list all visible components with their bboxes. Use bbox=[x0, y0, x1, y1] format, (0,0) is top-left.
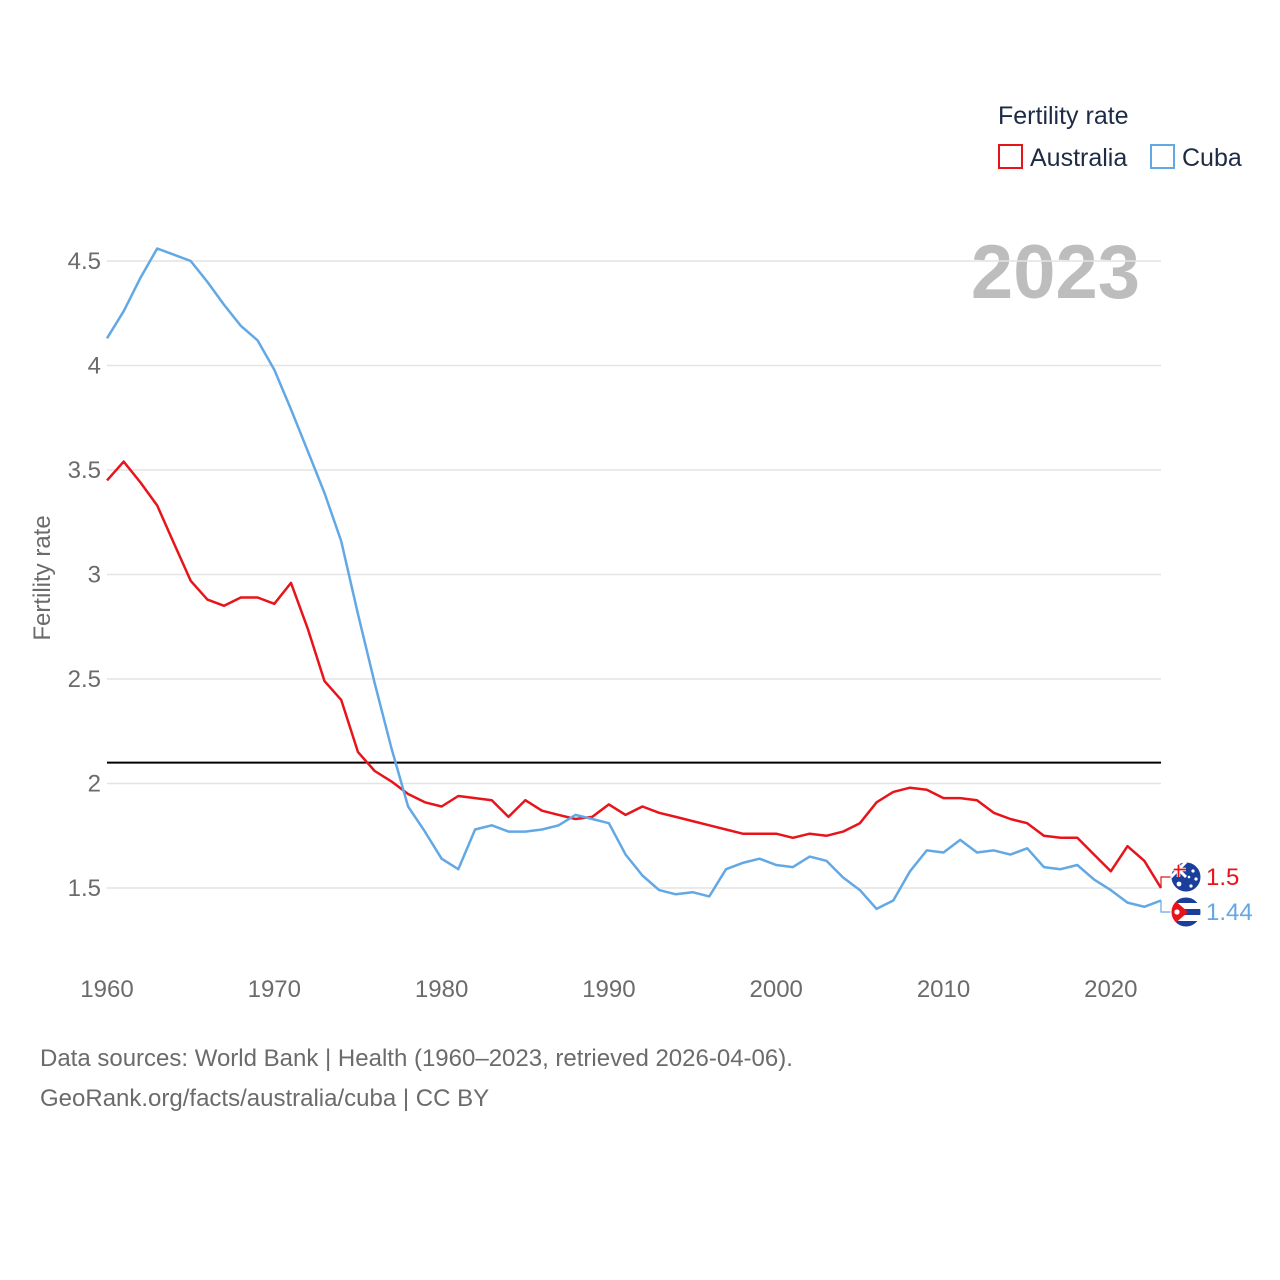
legend-item-cuba[interactable]: Cuba bbox=[1150, 144, 1242, 172]
current-year-label: 2023 bbox=[971, 230, 1140, 315]
y-axis-title: Fertility rate bbox=[29, 515, 56, 640]
legend-label-australia: Australia bbox=[1030, 144, 1127, 172]
legend-item-australia[interactable]: Australia bbox=[998, 144, 1127, 172]
fertility-chart: Fertility rate Australia Cuba 2023 Ferti… bbox=[29, 102, 1253, 1003]
connector-australia bbox=[1160, 876, 1172, 888]
footer-attribution[interactable]: GeoRank.org/facts/australia/cuba | CC BY bbox=[40, 1085, 490, 1112]
y-tick-label: 4 bbox=[88, 353, 101, 380]
x-tick-label: 1960 bbox=[80, 976, 133, 1003]
x-axis-ticks: 1960 1970 1980 1990 2000 2010 2020 bbox=[80, 976, 1137, 1003]
cuba-flag-icon bbox=[1170, 896, 1202, 928]
gridlines bbox=[107, 260, 1161, 889]
legend-swatch-cuba bbox=[1150, 144, 1175, 169]
x-tick-label: 2010 bbox=[917, 976, 970, 1003]
end-value-cuba: 1.44 bbox=[1206, 899, 1253, 926]
connector-cuba bbox=[1160, 900, 1172, 913]
end-labels: 1.5 1.44 bbox=[1160, 861, 1253, 928]
legend-swatch-australia bbox=[998, 144, 1023, 169]
y-tick-label: 4.5 bbox=[68, 248, 101, 275]
x-tick-label: 1980 bbox=[415, 976, 468, 1003]
legend-label-cuba: Cuba bbox=[1182, 144, 1242, 172]
y-tick-label: 3 bbox=[88, 562, 101, 589]
x-tick-label: 1990 bbox=[582, 976, 635, 1003]
footer-sources: Data sources: World Bank | Health (1960–… bbox=[40, 1045, 793, 1072]
series-lines bbox=[105, 247, 1163, 911]
end-value-australia: 1.5 bbox=[1206, 864, 1239, 891]
y-tick-label: 2.5 bbox=[68, 666, 101, 693]
legend-title: Fertility rate bbox=[998, 102, 1129, 130]
y-tick-label: 3.5 bbox=[68, 457, 101, 484]
series-line-cuba[interactable] bbox=[105, 247, 1162, 911]
y-tick-label: 1.5 bbox=[68, 875, 101, 902]
x-tick-label: 1970 bbox=[248, 976, 301, 1003]
australia-flag-icon bbox=[1170, 861, 1202, 893]
x-tick-label: 2000 bbox=[750, 976, 803, 1003]
series-line-australia[interactable] bbox=[106, 460, 1163, 889]
y-tick-label: 2 bbox=[88, 771, 101, 798]
x-tick-label: 2020 bbox=[1084, 976, 1137, 1003]
y-axis-ticks: 1.5 2 2.5 3 3.5 4 4.5 bbox=[68, 248, 101, 902]
